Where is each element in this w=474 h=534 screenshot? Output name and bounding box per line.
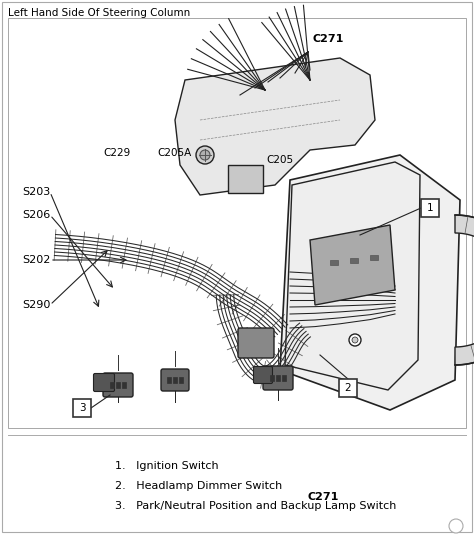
Bar <box>179 377 183 383</box>
Bar <box>167 377 171 383</box>
Text: S202: S202 <box>22 255 50 265</box>
Bar <box>350 258 358 263</box>
Bar <box>116 382 120 388</box>
Polygon shape <box>455 215 474 365</box>
FancyBboxPatch shape <box>254 366 273 383</box>
Ellipse shape <box>352 337 358 343</box>
Ellipse shape <box>196 146 214 164</box>
Bar <box>73 399 91 417</box>
Polygon shape <box>285 162 420 390</box>
Bar <box>330 260 338 265</box>
Polygon shape <box>175 58 375 195</box>
Text: C229: C229 <box>103 148 131 158</box>
Bar <box>173 377 177 383</box>
Ellipse shape <box>449 519 463 533</box>
FancyBboxPatch shape <box>93 373 115 391</box>
Text: C271: C271 <box>313 34 345 44</box>
Polygon shape <box>280 155 460 410</box>
Bar <box>339 379 357 397</box>
Bar <box>370 255 378 260</box>
FancyBboxPatch shape <box>238 328 274 358</box>
FancyBboxPatch shape <box>161 369 189 391</box>
Text: S203: S203 <box>22 187 50 197</box>
Bar <box>122 382 126 388</box>
Text: 3.   Park/Neutral Position and Backup Lamp Switch: 3. Park/Neutral Position and Backup Lamp… <box>115 501 396 511</box>
Bar <box>282 375 286 381</box>
Text: 2.   Headlamp Dimmer Switch: 2. Headlamp Dimmer Switch <box>115 481 282 491</box>
Text: C271: C271 <box>308 492 339 502</box>
FancyBboxPatch shape <box>263 366 293 390</box>
Text: 1: 1 <box>427 203 433 213</box>
Text: C205: C205 <box>266 155 293 165</box>
Polygon shape <box>310 225 395 305</box>
Text: 1.   Ignition Switch: 1. Ignition Switch <box>115 461 219 471</box>
Bar <box>421 199 439 217</box>
Text: S290: S290 <box>22 300 50 310</box>
Bar <box>8 18 466 428</box>
Ellipse shape <box>349 334 361 346</box>
Text: C205A: C205A <box>158 148 192 158</box>
Bar <box>270 375 274 381</box>
Ellipse shape <box>200 150 210 160</box>
Text: 3: 3 <box>79 403 85 413</box>
Bar <box>276 375 280 381</box>
Text: 2: 2 <box>345 383 351 393</box>
Bar <box>228 165 263 193</box>
Bar <box>110 382 114 388</box>
Text: Left Hand Side Of Steering Column: Left Hand Side Of Steering Column <box>8 8 190 18</box>
Text: S206: S206 <box>22 210 50 220</box>
FancyBboxPatch shape <box>103 373 133 397</box>
